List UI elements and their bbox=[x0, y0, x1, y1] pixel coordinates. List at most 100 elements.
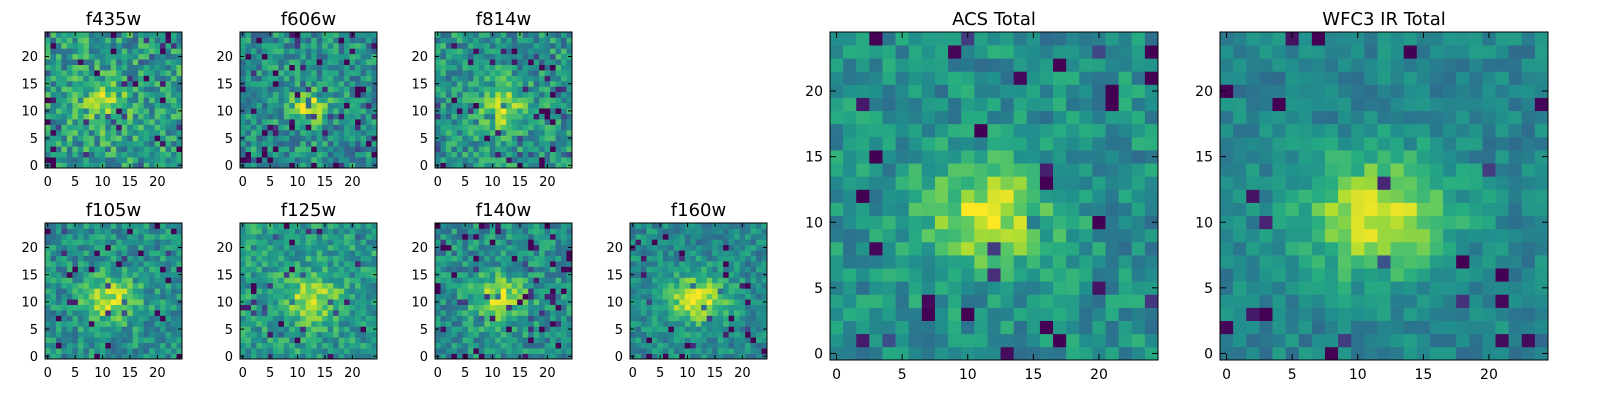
heatmap-cell bbox=[830, 333, 844, 348]
heatmap-cell bbox=[435, 342, 441, 349]
heatmap-cell bbox=[495, 48, 502, 55]
heatmap-cell bbox=[646, 353, 653, 360]
heatmap-cell bbox=[165, 42, 172, 49]
heatmap-cell bbox=[283, 59, 290, 65]
heatmap-cell bbox=[240, 293, 246, 300]
heatmap-cell bbox=[539, 266, 545, 273]
heatmap-cell bbox=[478, 108, 485, 114]
heatmap-cell bbox=[121, 320, 128, 327]
heatmap-cell bbox=[256, 337, 263, 344]
heatmap-cell bbox=[267, 288, 274, 295]
heatmap-cell bbox=[66, 70, 73, 76]
heatmap-cell bbox=[843, 333, 857, 348]
heatmap-cell bbox=[739, 299, 746, 305]
heatmap-cell bbox=[127, 59, 134, 65]
heatmap-cell bbox=[843, 294, 857, 308]
heatmap-cell bbox=[561, 299, 567, 305]
heatmap-cell bbox=[116, 119, 123, 125]
heatmap-cell bbox=[99, 70, 106, 76]
heatmap-cell bbox=[690, 282, 697, 289]
heatmap-cell bbox=[160, 75, 166, 82]
heatmap-cell bbox=[300, 233, 307, 240]
heatmap-cell bbox=[695, 304, 702, 311]
heatmap-cell bbox=[138, 250, 144, 256]
heatmap-cell bbox=[635, 353, 642, 360]
heatmap-cell bbox=[105, 250, 112, 256]
heatmap-cell bbox=[55, 129, 62, 136]
heatmap-cell bbox=[99, 233, 106, 240]
heatmap-cell bbox=[701, 342, 708, 349]
heatmap-cell bbox=[116, 315, 123, 322]
heatmap-cell bbox=[734, 299, 740, 305]
heatmap-cell bbox=[127, 233, 134, 240]
heatmap-cell bbox=[250, 320, 257, 327]
heatmap-cell bbox=[171, 64, 177, 71]
heatmap-cell bbox=[283, 146, 290, 153]
heatmap-cell bbox=[261, 288, 268, 295]
heatmap-cell bbox=[121, 129, 128, 136]
heatmap-cell bbox=[539, 271, 545, 278]
heatmap-cell bbox=[316, 353, 323, 360]
heatmap-cell bbox=[445, 32, 452, 38]
heatmap-cell bbox=[138, 59, 144, 65]
heatmap-cell bbox=[456, 124, 463, 131]
heatmap-cell bbox=[50, 157, 57, 163]
heatmap-cell bbox=[756, 250, 762, 256]
heatmap-cell bbox=[261, 250, 268, 256]
heatmap-cell bbox=[533, 108, 540, 114]
heatmap-cell bbox=[160, 91, 166, 98]
heatmap-cell bbox=[344, 266, 350, 273]
heatmap-cell bbox=[261, 271, 268, 278]
heatmap-cell bbox=[132, 135, 139, 142]
heatmap-cell bbox=[322, 244, 329, 251]
heatmap-cell bbox=[267, 266, 274, 273]
heatmap-cell bbox=[451, 261, 458, 267]
heatmap-cell bbox=[99, 320, 106, 327]
heatmap-cell bbox=[311, 129, 318, 136]
heatmap-cell bbox=[451, 48, 458, 55]
heatmap-cell bbox=[245, 75, 252, 82]
heatmap-cell bbox=[88, 277, 95, 284]
heatmap-cell bbox=[528, 353, 534, 360]
y-tick-label: 20 bbox=[216, 50, 233, 65]
heatmap-cell bbox=[462, 59, 469, 65]
heatmap-cell bbox=[522, 353, 529, 360]
heatmap-cell bbox=[160, 310, 166, 316]
heatmap-cell bbox=[489, 42, 496, 49]
heatmap-cell bbox=[256, 113, 263, 120]
heatmap-cell bbox=[843, 189, 857, 203]
heatmap-cell bbox=[160, 353, 166, 360]
heatmap-cell bbox=[55, 80, 62, 87]
heatmap-cell bbox=[484, 315, 491, 322]
heatmap-cell bbox=[99, 86, 106, 93]
heatmap-cell bbox=[550, 326, 556, 333]
heatmap-cell bbox=[256, 108, 263, 114]
heatmap-cell bbox=[311, 331, 318, 338]
heatmap-cell bbox=[327, 255, 334, 262]
heatmap-cell bbox=[349, 304, 356, 311]
heatmap-cell bbox=[533, 304, 540, 311]
heatmap-cell bbox=[1144, 241, 1159, 256]
heatmap-cell bbox=[132, 129, 139, 136]
heatmap-cell bbox=[739, 233, 746, 240]
heatmap-cell bbox=[684, 228, 691, 235]
heatmap-cell bbox=[283, 239, 290, 246]
heatmap-cell bbox=[495, 223, 502, 229]
heatmap-cell bbox=[355, 353, 361, 360]
heatmap-cell bbox=[495, 282, 502, 289]
heatmap-cell bbox=[250, 146, 257, 153]
heatmap-cell bbox=[539, 348, 545, 354]
heatmap-cell bbox=[717, 233, 724, 240]
heatmap-cell bbox=[462, 75, 469, 82]
heatmap-cell bbox=[121, 64, 128, 71]
heatmap-cell bbox=[739, 244, 746, 251]
heatmap-cell bbox=[72, 233, 79, 240]
heatmap-cell bbox=[165, 97, 172, 104]
heatmap-cell bbox=[240, 277, 246, 284]
heatmap-cell bbox=[305, 261, 312, 267]
heatmap-cell bbox=[561, 261, 567, 267]
heatmap-cell bbox=[745, 353, 751, 360]
heatmap-cell bbox=[445, 59, 452, 65]
heatmap-cell bbox=[250, 64, 257, 71]
heatmap-cell bbox=[761, 266, 768, 273]
